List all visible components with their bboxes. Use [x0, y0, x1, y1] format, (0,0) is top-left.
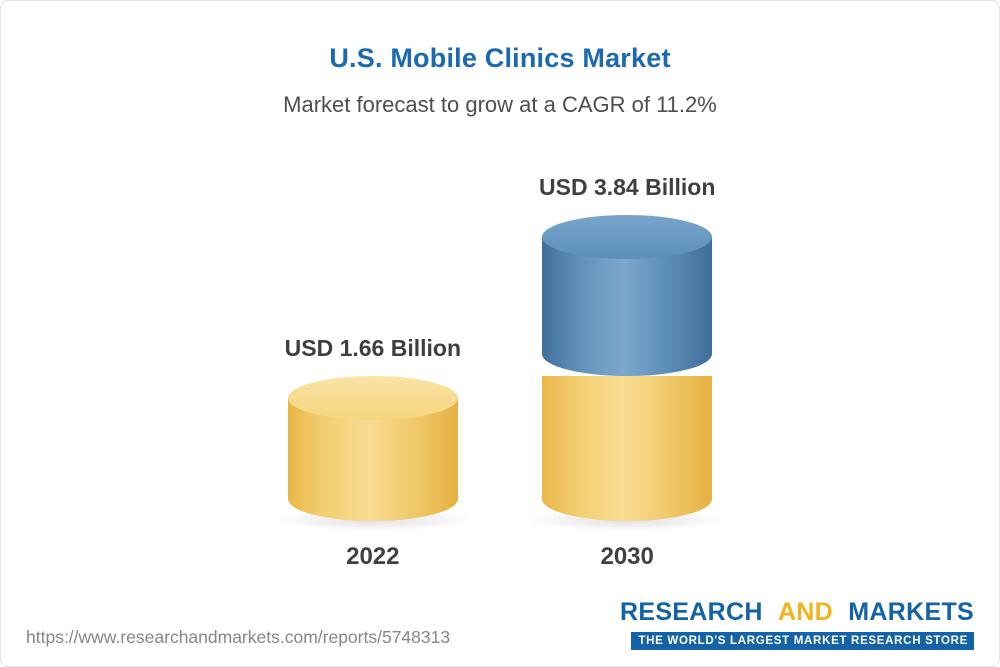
page-title: U.S. Mobile Clinics Market — [329, 43, 671, 73]
research-and-markets-logo: RESEARCH AND MARKETS THE WORLD'S LARGEST… — [620, 598, 974, 650]
category-label-2030: 2030 — [600, 543, 654, 570]
bar-group-2030: USD 3.84 Billion 2030 — [518, 173, 736, 571]
logo-tagline: THE WORLD'S LARGEST MARKET RESEARCH STOR… — [631, 632, 974, 650]
category-label-2022: 2022 — [346, 543, 400, 570]
logo-word-and: AND — [777, 598, 834, 626]
cylinder-2030 — [518, 214, 736, 533]
logo-word-markets: MARKETS — [848, 598, 974, 626]
bar-group-2022: USD 1.66 Billion 2022 — [264, 335, 482, 571]
value-label-2030: USD 3.84 Billion — [539, 173, 716, 200]
logo-wordmark: RESEARCH AND MARKETS — [620, 598, 974, 627]
cylinder-bar-chart: USD 1.66 Billion 2022 USD 3.84 Billion 2… — [1, 174, 999, 571]
logo-word-research: RESEARCH — [620, 598, 763, 626]
cylinder-2030-growth-segment — [542, 236, 713, 377]
cylinder-2030-base-segment — [542, 376, 713, 521]
value-label-2022: USD 1.66 Billion — [284, 335, 461, 362]
report-url-link[interactable]: https://www.researchandmarkets.com/repor… — [26, 627, 451, 647]
cylinder-2030-top-cap — [542, 214, 713, 259]
page-subtitle: Market forecast to grow at a CAGR of 11.… — [283, 92, 717, 117]
page-footer: https://www.researchandmarkets.com/repor… — [1, 598, 999, 666]
chart-header: U.S. Mobile Clinics Market Market foreca… — [1, 1, 999, 118]
cylinder-2022 — [264, 376, 482, 532]
cylinder-2022-top-cap — [287, 376, 458, 421]
